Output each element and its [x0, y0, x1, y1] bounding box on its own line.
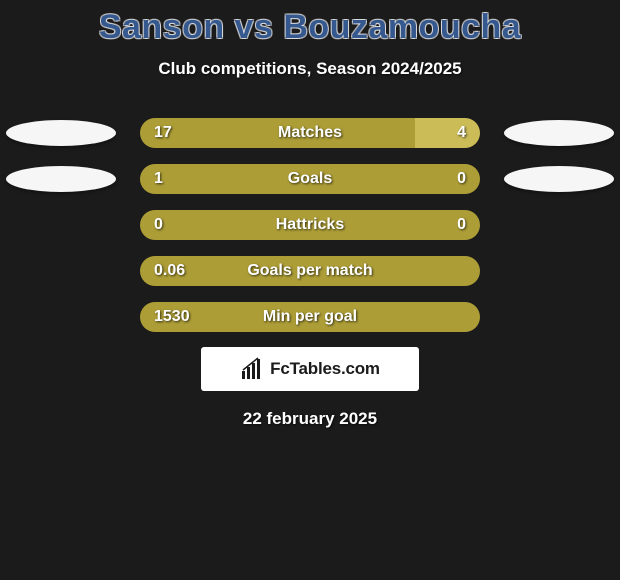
stat-bar: 174Matches: [140, 118, 480, 148]
stat-row: 174Matches: [0, 117, 620, 149]
date-label: 22 february 2025: [0, 409, 620, 429]
stat-value-right: 0: [443, 210, 480, 240]
stat-value-left: 1530: [140, 302, 204, 332]
stat-row: 10Goals: [0, 163, 620, 195]
stat-value-left: 0.06: [140, 256, 199, 286]
branding-box[interactable]: FcTables.com: [201, 347, 419, 391]
stat-value-left: 1: [140, 164, 177, 194]
player-badge-left: [6, 120, 116, 146]
stat-value-right: 0: [443, 164, 480, 194]
stat-row: 0.06Goals per match: [0, 255, 620, 287]
stat-value-left: 17: [140, 118, 186, 148]
player-badge-right: [504, 166, 614, 192]
page-title: Sanson vs Bouzamoucha: [0, 0, 620, 47]
subtitle: Club competitions, Season 2024/2025: [0, 59, 620, 79]
player-badge-right: [504, 120, 614, 146]
bar-segment-left: [140, 164, 480, 194]
page-root: Sanson vs Bouzamoucha Club competitions,…: [0, 0, 620, 580]
branding-text: FcTables.com: [270, 359, 380, 379]
chart-icon: [240, 357, 264, 381]
player-badge-left: [6, 166, 116, 192]
stat-bar: 00Hattricks: [140, 210, 480, 240]
stat-value-right: 4: [443, 118, 480, 148]
stat-row: 00Hattricks: [0, 209, 620, 241]
stat-row: 1530Min per goal: [0, 301, 620, 333]
stat-bar: 0.06Goals per match: [140, 256, 480, 286]
bar-segment-full: [140, 210, 480, 240]
stats-rows: 174Matches10Goals00Hattricks0.06Goals pe…: [0, 117, 620, 333]
stat-bar: 10Goals: [140, 164, 480, 194]
stat-value-left: 0: [140, 210, 177, 240]
stat-bar: 1530Min per goal: [140, 302, 480, 332]
